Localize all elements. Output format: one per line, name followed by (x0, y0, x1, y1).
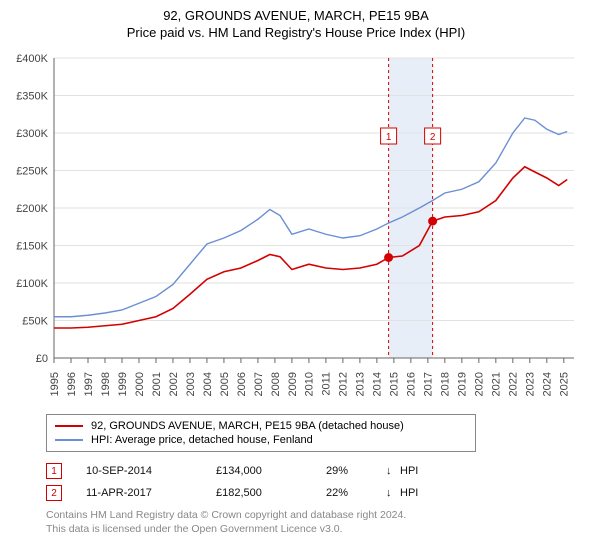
svg-text:2022: 2022 (508, 372, 520, 396)
svg-text:2005: 2005 (219, 372, 231, 396)
chart-area: £0 £50K £100K £150K £200K £250K £300K £350K £400… (6, 50, 584, 408)
legend-label-hpi: HPI: Average price, detached house, Fenl… (91, 434, 313, 446)
svg-text:2016: 2016 (406, 372, 418, 396)
line-chart-svg: £0 £50K £100K £150K £200K £250K £300K £350K £400… (6, 50, 584, 408)
svg-text:2014: 2014 (372, 372, 384, 396)
chart-container: 92, GROUNDS AVENUE, MARCH, PE15 9BA Pric… (0, 0, 600, 542)
svg-text:£0: £0 (36, 353, 48, 365)
svg-text:£200K: £200K (16, 203, 48, 215)
svg-text:2025: 2025 (559, 372, 571, 396)
svg-text:2017: 2017 (423, 372, 435, 396)
legend-row-hpi: HPI: Average price, detached house, Fenl… (55, 433, 467, 447)
legend: 92, GROUNDS AVENUE, MARCH, PE15 9BA (det… (46, 414, 476, 452)
svg-text:2021: 2021 (491, 372, 503, 396)
footer-line1: Contains HM Land Registry data © Crown c… (46, 509, 406, 521)
svg-text:2008: 2008 (270, 372, 282, 396)
sale-pct: 22% (326, 487, 386, 499)
svg-text:1996: 1996 (66, 372, 78, 396)
down-arrow-icon: ↓ (386, 465, 400, 477)
svg-text:2013: 2013 (355, 372, 367, 396)
svg-text:£50K: £50K (22, 316, 48, 328)
svg-text:£250K: £250K (16, 166, 48, 178)
svg-text:2006: 2006 (236, 372, 248, 396)
svg-text:£300K: £300K (16, 128, 48, 140)
legend-swatch-property (55, 425, 83, 427)
title-line1: 92, GROUNDS AVENUE, MARCH, PE15 9BA (6, 8, 586, 23)
sale-date: 10-SEP-2014 (86, 465, 216, 477)
svg-text:2023: 2023 (525, 372, 537, 396)
svg-text:£350K: £350K (16, 91, 48, 103)
sale-price: £134,000 (216, 465, 326, 477)
legend-label-property: 92, GROUNDS AVENUE, MARCH, PE15 9BA (det… (91, 420, 404, 432)
svg-text:1998: 1998 (100, 372, 112, 396)
sales-table: 1 10-SEP-2014 £134,000 29% ↓ HPI 2 11-AP… (46, 460, 576, 504)
svg-text:2015: 2015 (389, 372, 401, 396)
svg-text:2004: 2004 (202, 372, 214, 396)
svg-text:2000: 2000 (134, 372, 146, 396)
sale-ref: HPI (400, 487, 430, 499)
sale-marker-1: 1 (46, 463, 62, 479)
svg-text:2018: 2018 (440, 372, 452, 396)
svg-text:2011: 2011 (321, 372, 333, 396)
svg-text:1999: 1999 (117, 372, 129, 396)
sales-row: 2 11-APR-2017 £182,500 22% ↓ HPI (46, 482, 576, 504)
svg-text:2020: 2020 (474, 372, 486, 396)
svg-text:2019: 2019 (457, 372, 469, 396)
svg-text:£150K: £150K (16, 241, 48, 253)
sale-date: 11-APR-2017 (86, 487, 216, 499)
svg-text:£400K: £400K (16, 53, 48, 65)
svg-text:1997: 1997 (83, 372, 95, 396)
sale-price: £182,500 (216, 487, 326, 499)
footer-line2: This data is licensed under the Open Gov… (46, 523, 343, 535)
svg-text:2012: 2012 (338, 372, 350, 396)
svg-text:2010: 2010 (304, 372, 316, 396)
svg-text:1995: 1995 (49, 372, 61, 396)
svg-text:2009: 2009 (287, 372, 299, 396)
svg-text:£100K: £100K (16, 278, 48, 290)
footer-note: Contains HM Land Registry data © Crown c… (46, 508, 566, 536)
svg-text:2002: 2002 (168, 372, 180, 396)
svg-text:2007: 2007 (253, 372, 265, 396)
sales-row: 1 10-SEP-2014 £134,000 29% ↓ HPI (46, 460, 576, 482)
legend-row-property: 92, GROUNDS AVENUE, MARCH, PE15 9BA (det… (55, 419, 467, 433)
down-arrow-icon: ↓ (386, 487, 400, 499)
svg-text:2001: 2001 (151, 372, 163, 396)
svg-text:2003: 2003 (185, 372, 197, 396)
svg-text:1: 1 (386, 132, 392, 143)
sale-marker-2: 2 (46, 485, 62, 501)
sale-ref: HPI (400, 465, 430, 477)
svg-text:2: 2 (430, 132, 436, 143)
legend-swatch-hpi (55, 439, 83, 441)
title-block: 92, GROUNDS AVENUE, MARCH, PE15 9BA Pric… (6, 8, 586, 40)
title-line2: Price paid vs. HM Land Registry's House … (6, 25, 586, 40)
sale-pct: 29% (326, 465, 386, 477)
svg-text:2024: 2024 (542, 372, 554, 396)
